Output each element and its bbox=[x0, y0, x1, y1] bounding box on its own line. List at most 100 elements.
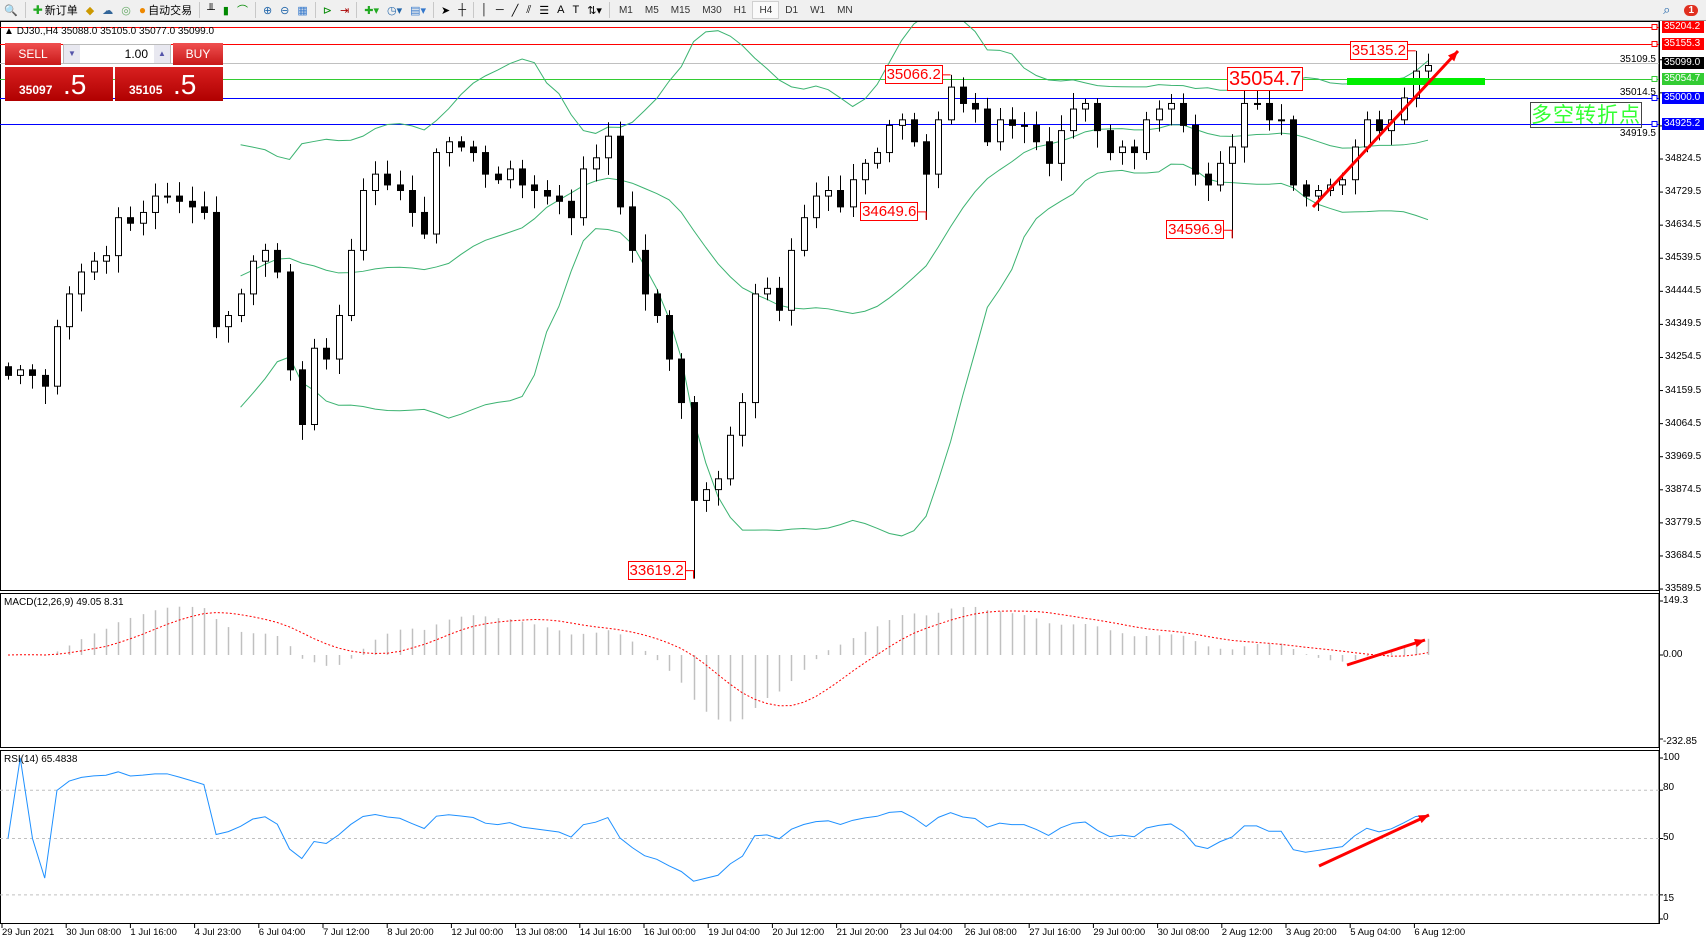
price-tick: 34824.5 bbox=[1665, 153, 1702, 164]
price-extreme-label[interactable]: 35066.2 bbox=[884, 64, 943, 84]
price-extreme-label[interactable]: 33619.2 bbox=[627, 560, 686, 580]
auto-trading-button[interactable]: ● 自动交易 bbox=[135, 1, 196, 19]
candle bbox=[1070, 93, 1077, 139]
bullish-candle-body bbox=[813, 195, 820, 219]
toolbar-divider bbox=[433, 2, 435, 18]
templates-dropdown-icon[interactable]: ▤▾ bbox=[410, 4, 427, 17]
candle bbox=[66, 286, 73, 340]
new-order-button[interactable]: ✚ 新订单 bbox=[29, 1, 82, 19]
bearish-candle-body bbox=[984, 108, 991, 143]
bullish-candle-body bbox=[948, 86, 955, 121]
zoom-out-icon[interactable]: ⊖ bbox=[280, 4, 290, 17]
market-watch-icon[interactable]: ◆ bbox=[85, 4, 95, 17]
candle bbox=[1168, 94, 1175, 126]
arrows-dropdown-icon[interactable]: ⇅▾ bbox=[587, 4, 602, 17]
buy-button[interactable]: BUY bbox=[173, 43, 223, 65]
zoom-search-icon[interactable]: 🔍 bbox=[4, 4, 18, 17]
notifications-badge[interactable]: 1 bbox=[1684, 4, 1698, 16]
candle bbox=[5, 362, 12, 380]
tile-windows-icon[interactable]: ▦ bbox=[297, 4, 308, 17]
extreme-connector bbox=[1224, 229, 1233, 239]
extreme-connector bbox=[918, 211, 927, 220]
price-level-tag: 35155.3 bbox=[1662, 37, 1704, 50]
price-level-tag: 35204.2 bbox=[1662, 20, 1704, 33]
bearish-candle-body bbox=[421, 211, 428, 235]
candle bbox=[336, 304, 343, 375]
trendline-icon[interactable]: ╱ bbox=[511, 4, 519, 17]
volume-value[interactable]: 1.00 bbox=[124, 47, 148, 61]
volume-decrease-icon[interactable]: ▼ bbox=[64, 45, 80, 63]
level-label-35054-7[interactable]: 35054.7 bbox=[1227, 67, 1304, 91]
cursor-icon[interactable]: ➤ bbox=[441, 4, 451, 17]
timeframe-m30[interactable]: M30 bbox=[702, 4, 722, 16]
price-tick: 33684.5 bbox=[1665, 549, 1702, 561]
buy-price[interactable]: 35105 .5 bbox=[115, 67, 223, 101]
crosshair-icon[interactable]: ┼ bbox=[458, 4, 467, 16]
bullish-candle-body bbox=[225, 315, 232, 328]
bar-chart-icon[interactable]: ╨ bbox=[207, 4, 215, 16]
candle bbox=[1009, 107, 1016, 139]
candle bbox=[960, 77, 967, 113]
signals-icon[interactable]: ◎ bbox=[121, 4, 131, 17]
candle bbox=[1180, 93, 1187, 133]
timeframe-m15[interactable]: M15 bbox=[670, 4, 691, 16]
timeframe-m5[interactable]: M5 bbox=[644, 4, 659, 16]
timeframe-mn[interactable]: MN bbox=[837, 4, 853, 16]
bearish-candle-body bbox=[1094, 102, 1101, 132]
history-center-icon[interactable]: ☁ bbox=[102, 4, 114, 17]
price-tick: 33589.5 bbox=[1665, 583, 1702, 595]
chart-shift-icon[interactable]: ⇥ bbox=[340, 4, 350, 17]
time-label: 12 Jul 00:00 bbox=[451, 927, 504, 938]
plus-document-icon: ✚ bbox=[32, 3, 43, 17]
bullish-candle-body bbox=[764, 287, 771, 295]
toolbar-divider bbox=[314, 2, 316, 18]
candle bbox=[152, 183, 159, 230]
auto-scroll-icon[interactable]: ⊳ bbox=[322, 4, 333, 17]
price-extreme-label[interactable]: 34596.9 bbox=[1166, 220, 1225, 240]
collapse-triangle-icon[interactable]: ▲ bbox=[4, 26, 14, 37]
bullish-candle-body bbox=[372, 173, 379, 192]
fibonacci-icon[interactable]: ☰ bbox=[539, 4, 550, 17]
bullish-candle-body bbox=[311, 347, 318, 426]
volume-increase-icon[interactable]: ▲ bbox=[154, 45, 170, 63]
bullish-candle-body bbox=[862, 162, 869, 181]
timeframe-w1[interactable]: W1 bbox=[810, 4, 826, 16]
bullish-candle-body bbox=[593, 157, 600, 170]
indicators-dropdown-icon[interactable]: ✚▾ bbox=[364, 4, 379, 17]
bullish-candle-body bbox=[348, 249, 355, 317]
level-anchor-handle bbox=[1651, 95, 1658, 101]
bullish-candle-body bbox=[360, 190, 367, 251]
bullish-candle-body bbox=[703, 489, 710, 501]
candle bbox=[17, 364, 24, 385]
bearish-candle-body bbox=[176, 195, 183, 202]
periods-dropdown-icon[interactable]: ◷▾ bbox=[386, 4, 403, 17]
text-tool[interactable]: A bbox=[557, 4, 565, 16]
macd-label: MACD(12,26,9) 49.05 8.31 bbox=[4, 597, 124, 608]
bullish-candle-body bbox=[1364, 119, 1371, 148]
turn-point-label[interactable]: 多空转折点 bbox=[1530, 102, 1642, 128]
sell-button[interactable]: SELL bbox=[5, 43, 61, 65]
price-extreme-label[interactable]: 34649.6 bbox=[860, 201, 919, 221]
search-icon[interactable]: ⌕ bbox=[1663, 2, 1671, 17]
candle bbox=[115, 207, 122, 273]
horizontal-line-icon[interactable]: ─ bbox=[495, 4, 504, 16]
price-extreme-label[interactable]: 35135.2 bbox=[1349, 40, 1408, 60]
timeframe-h4[interactable]: H4 bbox=[752, 1, 780, 19]
candlestick-chart-icon[interactable]: ▮ bbox=[222, 4, 229, 17]
text-label-icon[interactable]: T bbox=[572, 4, 580, 16]
timeframe-d1[interactable]: D1 bbox=[785, 4, 799, 16]
macd-panel bbox=[7, 606, 1430, 722]
candle bbox=[1046, 127, 1053, 177]
sell-price[interactable]: 35097 .5 bbox=[5, 67, 113, 101]
equidistant-channel-icon[interactable]: ⫽ bbox=[526, 3, 532, 16]
bullish-candle-body bbox=[1217, 162, 1224, 186]
timeframe-m1[interactable]: M1 bbox=[618, 4, 633, 16]
zoom-in-icon[interactable]: ⊕ bbox=[262, 4, 273, 17]
timeframe-h1[interactable]: H1 bbox=[733, 4, 747, 16]
rsi-panel-frame bbox=[0, 750, 1660, 924]
bearish-candle-body bbox=[1303, 184, 1310, 197]
line-chart-icon[interactable]: ⌒ bbox=[236, 5, 248, 17]
price-tick: 34729.5 bbox=[1665, 186, 1702, 198]
volume-field[interactable]: ▼ 1.00 ▲ bbox=[63, 44, 171, 64]
vertical-line-icon[interactable]: │ bbox=[481, 4, 488, 16]
